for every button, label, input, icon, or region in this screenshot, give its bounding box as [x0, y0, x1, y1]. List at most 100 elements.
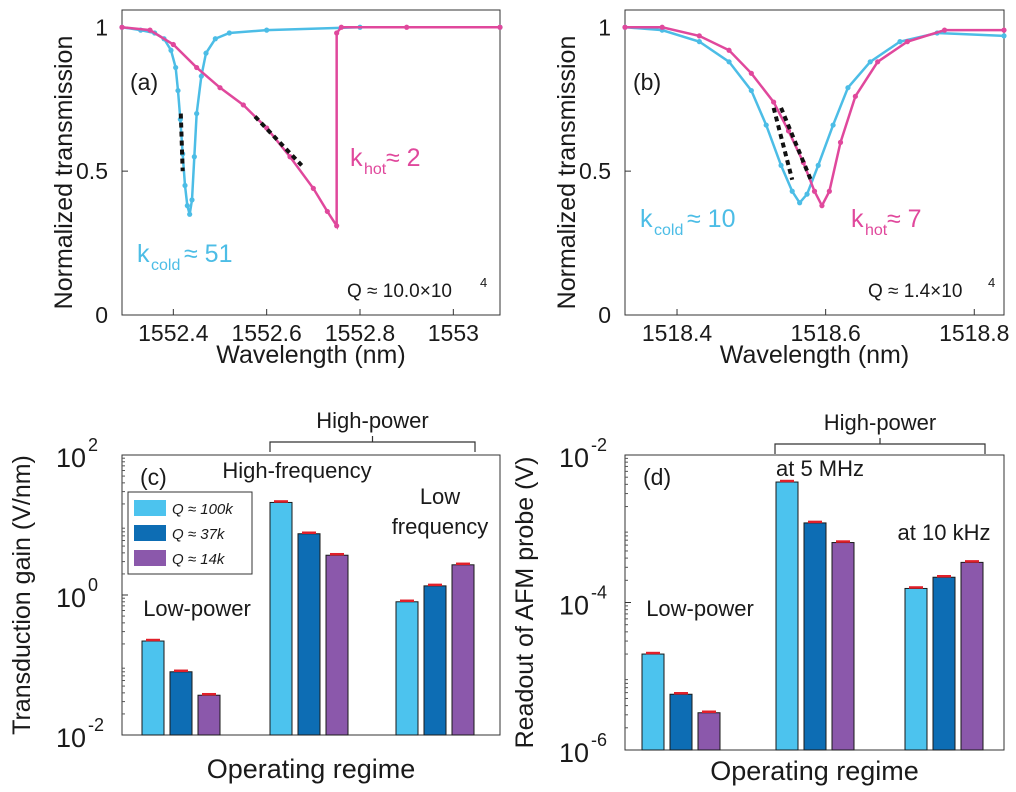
bar [960, 561, 984, 751]
legend-swatch [134, 550, 166, 566]
bar [269, 501, 293, 736]
slope-dash-hot [779, 107, 813, 181]
data-point [194, 64, 200, 71]
k-cold-value: ≈ 51 [184, 240, 232, 268]
data-point [797, 200, 803, 206]
y-tick-label: 0 [598, 302, 611, 328]
bar [803, 522, 827, 751]
k-cold-label: k [137, 240, 150, 268]
k-cold-value: ≈ 10 [687, 205, 735, 233]
data-point [264, 27, 270, 33]
k-hot-sub: hot [865, 222, 888, 239]
data-point [170, 41, 176, 48]
k-hot-sub: hot [364, 161, 387, 178]
data-point [941, 27, 948, 33]
bar [831, 542, 855, 751]
panel-label: (d) [643, 464, 671, 490]
data-point [789, 188, 795, 194]
data-point [1001, 33, 1007, 39]
bar [297, 533, 321, 736]
y-tick-label: 0.5 [76, 158, 108, 184]
bar [932, 576, 956, 751]
x-tick-label: 1553 [428, 320, 479, 346]
k-cold-label: k [640, 205, 653, 233]
data-point [194, 110, 200, 117]
x-tick-label: 1552.6 [231, 320, 301, 346]
data-point [226, 30, 232, 36]
k-hot-label: k [851, 205, 864, 233]
plot-frame [624, 9, 1005, 316]
y-tick-label-base: 10 [559, 591, 589, 621]
k-hot-value: ≈ 7 [887, 205, 922, 233]
legend: Q ≈ 100k Q ≈ 37k Q ≈ 14k [127, 491, 253, 575]
bracket-label: High-power [316, 408, 429, 433]
bar [904, 587, 928, 751]
data-point [748, 70, 754, 76]
x-axis-label: Wavelength (nm) [216, 341, 405, 369]
data-point [334, 223, 340, 229]
data-point [203, 50, 209, 56]
legend-swatch [134, 525, 166, 541]
y-tick-label: 1 [598, 14, 611, 40]
data-point [212, 36, 218, 42]
panel-label: (a) [130, 69, 158, 95]
data-point [815, 162, 821, 168]
q-exponent: 4 [480, 275, 487, 290]
data-point [845, 85, 851, 91]
data-point [404, 24, 410, 30]
k-hot-value: ≈ 2 [386, 144, 421, 172]
data-point [497, 24, 503, 30]
k-cold-sub: cold [654, 222, 683, 239]
q-factor: Q ≈ 10.0×10 [347, 281, 452, 302]
group-label: Low-power [646, 596, 754, 621]
y-tick-label-base: 10 [56, 583, 86, 613]
q-exponent: 4 [988, 275, 995, 290]
y-tick-label-exponent: -2 [88, 715, 104, 735]
data-point [696, 33, 702, 39]
bar [775, 481, 799, 751]
plot-frame [121, 9, 501, 316]
data-point [182, 182, 188, 189]
data-point [189, 197, 195, 203]
data-point [897, 39, 903, 45]
panel-a: 1552.4 1552.6 1552.8 1553 0 0.5 1 Wavelength (n… [50, 9, 503, 369]
group-label: at 5 MHz [776, 456, 864, 481]
x-tick-label: 1518.4 [642, 320, 713, 346]
data-point [187, 211, 193, 217]
data-point [173, 64, 179, 71]
data-point [837, 139, 844, 145]
group-label: at 10 kHz [898, 520, 991, 545]
x-tick-label: 1518.6 [790, 320, 860, 346]
group-label: High-frequency [222, 458, 371, 483]
data-point [771, 99, 777, 105]
y-tick-label-base: 10 [56, 443, 86, 473]
slope-dash-cold [178, 113, 185, 172]
high-power-bracket [269, 436, 476, 452]
y-tick-label-exponent: 2 [88, 435, 98, 455]
y-tick-label: 1 [95, 14, 108, 40]
x-axis-label: Operating regime [207, 754, 416, 784]
y-tick-label-base: 10 [559, 738, 589, 768]
bar [141, 640, 165, 736]
data-point [175, 87, 181, 94]
series-line-cold [624, 26, 1005, 205]
bar [169, 671, 193, 736]
data-point [184, 203, 190, 209]
legend-entry: Q ≈ 14k [172, 551, 226, 568]
data-point [240, 102, 246, 108]
bracket-label: High-power [824, 410, 937, 435]
y-tick-label-exponent: 0 [88, 575, 98, 595]
y-axis-label: Readout of AFM probe (V) [511, 457, 539, 749]
y-tick-label-exponent: -6 [591, 730, 607, 750]
data-point [198, 73, 204, 79]
bar [423, 585, 447, 736]
data-point [147, 27, 153, 33]
group-label: frequency [392, 514, 489, 539]
data-point [748, 87, 754, 94]
bar [451, 564, 475, 736]
panel-b: 1518.4 1518.6 1518.8 0 0.5 1 Wavelength (nm) No… [553, 9, 1009, 369]
high-power-bracket [774, 438, 986, 454]
